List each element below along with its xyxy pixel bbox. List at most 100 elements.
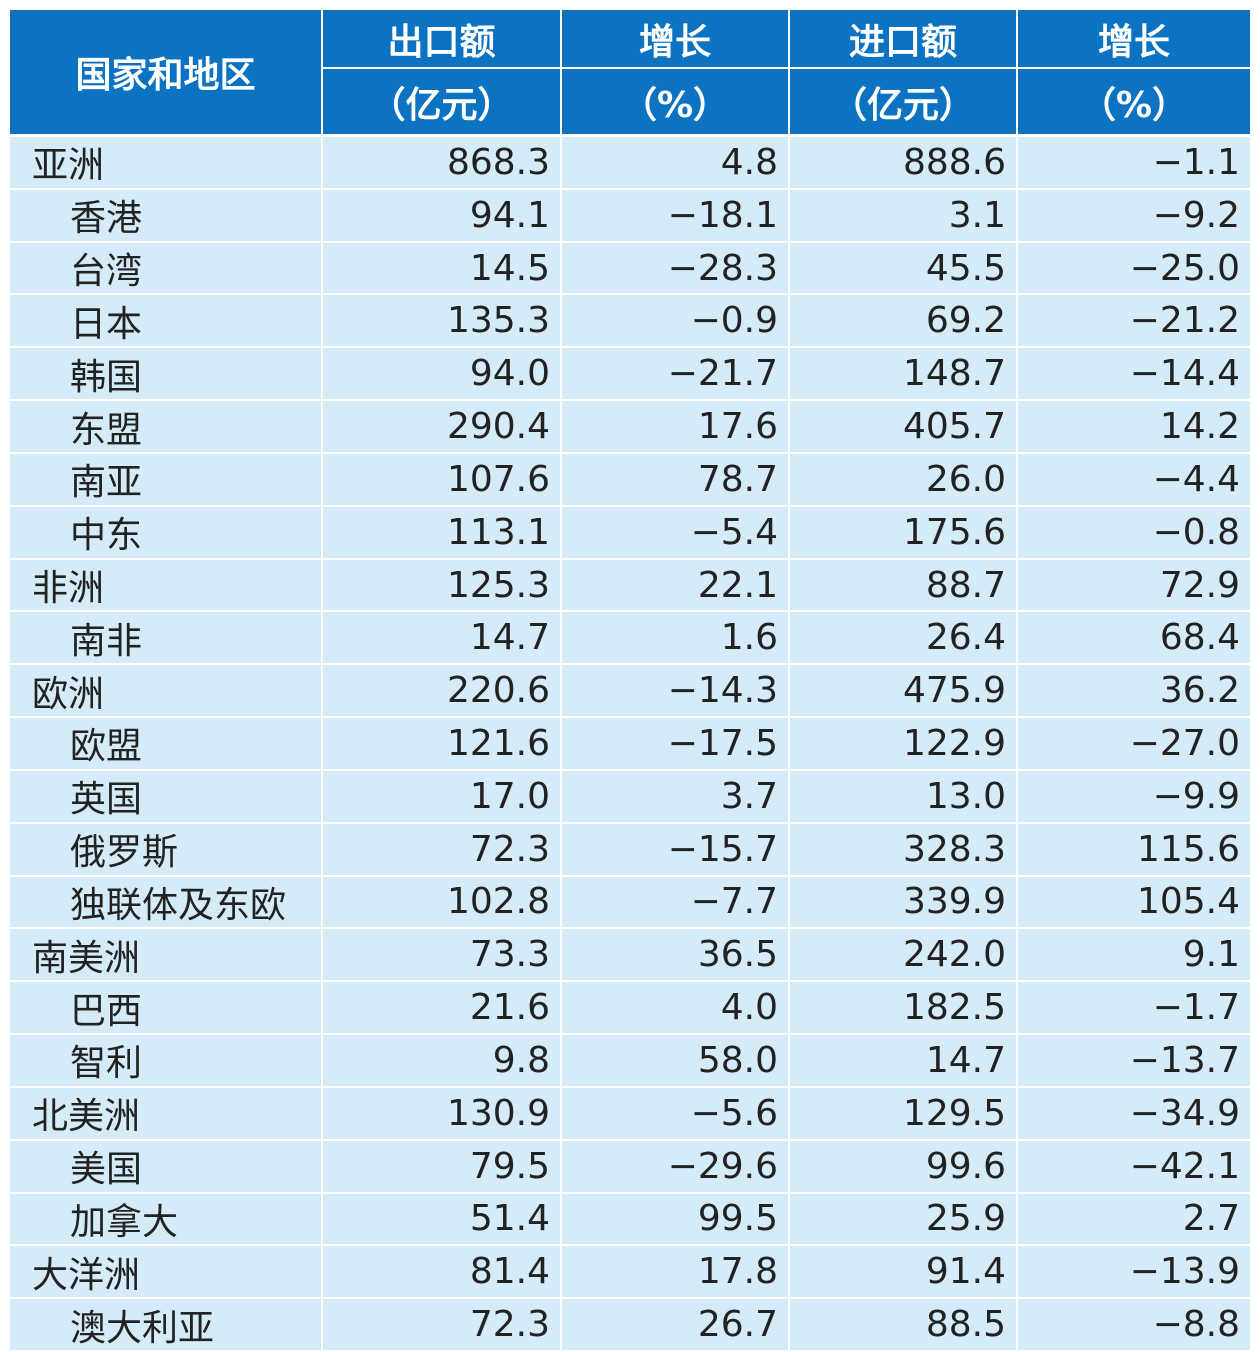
row-name: 加拿大 xyxy=(10,1193,321,1245)
cell-value: 242.0 xyxy=(790,929,1016,981)
cell-value: 220.6 xyxy=(323,665,560,717)
cell-value: −9.2 xyxy=(1018,189,1250,241)
cell-value: 51.4 xyxy=(323,1193,560,1245)
cell-value: 182.5 xyxy=(790,982,1016,1034)
cell-value: 68.4 xyxy=(1018,612,1250,664)
cell-value: 121.6 xyxy=(323,718,560,769)
row-name: 智利 xyxy=(10,1035,321,1086)
cell-value: −5.6 xyxy=(562,1087,788,1139)
cell-value: 113.1 xyxy=(323,506,560,558)
row-name: 日本 xyxy=(10,295,321,347)
cell-value: 2.7 xyxy=(1018,1193,1250,1245)
row-name: 巴西 xyxy=(10,982,321,1034)
cell-value: 14.5 xyxy=(323,242,560,294)
cell-value: 290.4 xyxy=(323,401,560,452)
cell-value: −15.7 xyxy=(562,823,788,875)
header-unit: （%） xyxy=(562,69,788,134)
cell-value: 122.9 xyxy=(790,718,1016,769)
cell-value: 1.6 xyxy=(562,612,788,664)
row-name: 非洲 xyxy=(10,559,321,611)
cell-value: 79.5 xyxy=(323,1140,560,1192)
cell-value: 3.7 xyxy=(562,770,788,822)
cell-value: 888.6 xyxy=(790,137,1016,188)
cell-value: 78.7 xyxy=(562,453,788,505)
cell-value: 94.0 xyxy=(323,348,560,400)
row-name: 北美洲 xyxy=(10,1087,321,1139)
cell-value: 88.7 xyxy=(790,559,1016,611)
cell-value: 14.2 xyxy=(1018,401,1250,452)
cell-value: 17.6 xyxy=(562,401,788,452)
row-name: 欧盟 xyxy=(10,718,321,769)
cell-value: 4.0 xyxy=(562,982,788,1034)
row-name: 台湾 xyxy=(10,242,321,294)
cell-value: 45.5 xyxy=(790,242,1016,294)
cell-value: 14.7 xyxy=(323,612,560,664)
row-name: 南美洲 xyxy=(10,929,321,981)
cell-value: 36.5 xyxy=(562,929,788,981)
cell-value: 175.6 xyxy=(790,506,1016,558)
cell-value: 17.0 xyxy=(323,770,560,822)
cell-value: 69.2 xyxy=(790,295,1016,347)
row-name: 亚洲 xyxy=(10,137,321,188)
cell-value: −0.9 xyxy=(562,295,788,347)
row-name: 澳大利亚 xyxy=(10,1299,321,1350)
cell-value: −18.1 xyxy=(562,189,788,241)
cell-value: 21.6 xyxy=(323,982,560,1034)
header-name: 增长 xyxy=(1018,10,1250,67)
cell-value: 3.1 xyxy=(790,189,1016,241)
header-name: 进口额 xyxy=(790,10,1016,67)
cell-value: −29.6 xyxy=(562,1140,788,1192)
cell-value: 102.8 xyxy=(323,876,560,928)
header-unit: （亿元） xyxy=(790,69,1016,134)
header-unit: （%） xyxy=(1018,69,1250,134)
cell-value: 72.3 xyxy=(323,1299,560,1350)
cell-value: −5.4 xyxy=(562,506,788,558)
cell-value: 22.1 xyxy=(562,559,788,611)
cell-value: 36.2 xyxy=(1018,665,1250,717)
cell-value: 148.7 xyxy=(790,348,1016,400)
cell-value: 14.7 xyxy=(790,1035,1016,1086)
cell-value: −27.0 xyxy=(1018,718,1250,769)
cell-value: 72.9 xyxy=(1018,559,1250,611)
header-name: 出口额 xyxy=(323,10,560,67)
cell-value: 26.7 xyxy=(562,1299,788,1350)
cell-value: −7.7 xyxy=(562,876,788,928)
cell-value: 129.5 xyxy=(790,1087,1016,1139)
cell-value: 91.4 xyxy=(790,1246,1016,1298)
cell-value: 88.5 xyxy=(790,1299,1016,1350)
header-unit: （亿元） xyxy=(323,69,560,134)
cell-value: −14.3 xyxy=(562,665,788,717)
row-name: 独联体及东欧 xyxy=(10,876,321,928)
row-name: 香港 xyxy=(10,189,321,241)
cell-value: −42.1 xyxy=(1018,1140,1250,1192)
cell-value: −13.9 xyxy=(1018,1246,1250,1298)
cell-value: −34.9 xyxy=(1018,1087,1250,1139)
cell-value: 9.1 xyxy=(1018,929,1250,981)
cell-value: 475.9 xyxy=(790,665,1016,717)
cell-value: −21.2 xyxy=(1018,295,1250,347)
cell-value: 58.0 xyxy=(562,1035,788,1086)
cell-value: 328.3 xyxy=(790,823,1016,875)
cell-value: −9.9 xyxy=(1018,770,1250,822)
cell-value: 81.4 xyxy=(323,1246,560,1298)
cell-value: −1.7 xyxy=(1018,982,1250,1034)
cell-value: −13.7 xyxy=(1018,1035,1250,1086)
cell-value: −21.7 xyxy=(562,348,788,400)
row-name: 欧洲 xyxy=(10,665,321,717)
row-name: 南非 xyxy=(10,612,321,664)
row-name: 英国 xyxy=(10,770,321,822)
cell-value: 130.9 xyxy=(323,1087,560,1139)
cell-value: 99.5 xyxy=(562,1193,788,1245)
row-name: 韩国 xyxy=(10,348,321,400)
cell-value: 72.3 xyxy=(323,823,560,875)
cell-value: −1.1 xyxy=(1018,137,1250,188)
cell-value: −14.4 xyxy=(1018,348,1250,400)
cell-value: 26.0 xyxy=(790,453,1016,505)
header-name: 增长 xyxy=(562,10,788,67)
cell-value: −17.5 xyxy=(562,718,788,769)
cell-value: 26.4 xyxy=(790,612,1016,664)
cell-value: 73.3 xyxy=(323,929,560,981)
cell-value: 339.9 xyxy=(790,876,1016,928)
row-name: 俄罗斯 xyxy=(10,823,321,875)
